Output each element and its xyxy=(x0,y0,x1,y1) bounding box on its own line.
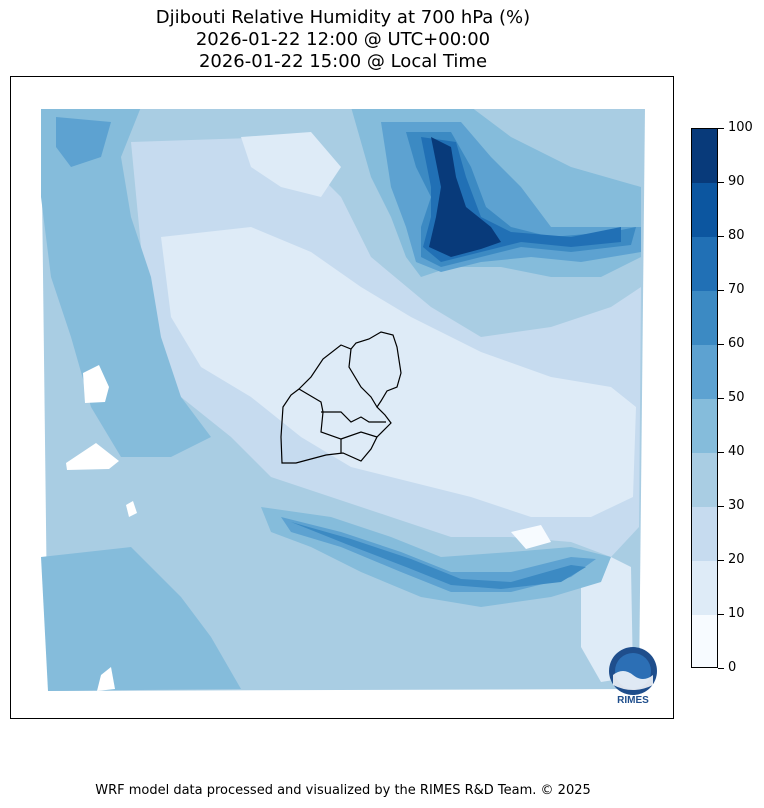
colorbar-tick xyxy=(718,667,724,669)
logo-text: RIMES xyxy=(617,695,649,705)
field-nodata-top xyxy=(41,107,645,109)
colorbar-tick xyxy=(718,451,724,453)
colorbar-tick-label: 10 xyxy=(728,606,745,621)
colorbar-tick-label: 80 xyxy=(728,228,745,243)
field-band-40-60-west xyxy=(41,107,211,457)
map-subtitle-utc: 2026-01-22 12:00 @ UTC+00:00 xyxy=(195,29,491,50)
colorbar-tick-label: 20 xyxy=(728,552,745,567)
region-boundary-2 xyxy=(321,411,386,423)
colorbar-tick-label: 40 xyxy=(728,444,745,459)
colorbar-segment xyxy=(692,237,717,291)
field-band-10-20-north xyxy=(241,132,341,197)
colorbar xyxy=(691,128,718,668)
map-title: Djibouti Relative Humidity at 700 hPa (%… xyxy=(155,7,531,28)
field-band-0-10-se xyxy=(511,525,551,549)
colorbar-segment xyxy=(692,129,717,183)
region-boundary-1 xyxy=(298,388,342,453)
map-subtitle-local: 2026-01-22 15:00 @ Local Time xyxy=(198,51,488,72)
humidity-map xyxy=(41,107,645,691)
colorbar-segment xyxy=(692,345,717,399)
colorbar-segment xyxy=(692,507,717,561)
colorbar-segment xyxy=(692,399,717,453)
colorbar-segment xyxy=(692,615,717,667)
colorbar-tick xyxy=(718,181,724,183)
field-nodata-4 xyxy=(97,667,115,691)
footer-credit: WRF model data processed and visualized … xyxy=(95,783,591,798)
colorbar-tick-label: 100 xyxy=(728,120,753,135)
field-band-70-80-south xyxy=(291,522,586,589)
field-nodata-2 xyxy=(66,443,119,470)
colorbar-tick xyxy=(718,613,724,615)
colorbar-segment xyxy=(692,561,717,615)
colorbar-tick-label: 50 xyxy=(728,390,745,405)
colorbar-tick xyxy=(718,235,724,237)
colorbar-tick xyxy=(718,343,724,345)
colorbar-tick-label: 90 xyxy=(728,174,745,189)
colorbar-segment xyxy=(692,291,717,345)
field-band-10-20 xyxy=(161,227,636,517)
map-frame xyxy=(10,76,674,719)
colorbar-tick xyxy=(718,397,724,399)
colorbar-tick xyxy=(718,127,724,129)
country-borders xyxy=(280,331,402,464)
region-boundary-4 xyxy=(340,431,378,440)
field-band-60-70-south xyxy=(281,517,596,592)
field-nodata-1 xyxy=(83,365,109,403)
field-nodata-3 xyxy=(126,501,137,517)
colorbar-tick-label: 30 xyxy=(728,498,745,513)
colorbar-tick-label: 70 xyxy=(728,282,745,297)
region-boundary-3 xyxy=(348,348,378,408)
colorbar-tick-label: 0 xyxy=(728,660,737,675)
colorbar-segment xyxy=(692,453,717,507)
field-band-60-70-west xyxy=(56,117,111,167)
colorbar-tick-label: 60 xyxy=(728,336,745,351)
colorbar-tick xyxy=(718,289,724,291)
colorbar-tick xyxy=(718,559,724,561)
field-band-90-100-ne xyxy=(429,137,501,257)
colorbar-segment xyxy=(692,183,717,237)
field-band-40-60-sw xyxy=(41,547,241,691)
rimes-logo: RIMES xyxy=(609,647,657,705)
colorbar-tick xyxy=(718,505,724,507)
field-band-10-20-se xyxy=(581,557,633,682)
